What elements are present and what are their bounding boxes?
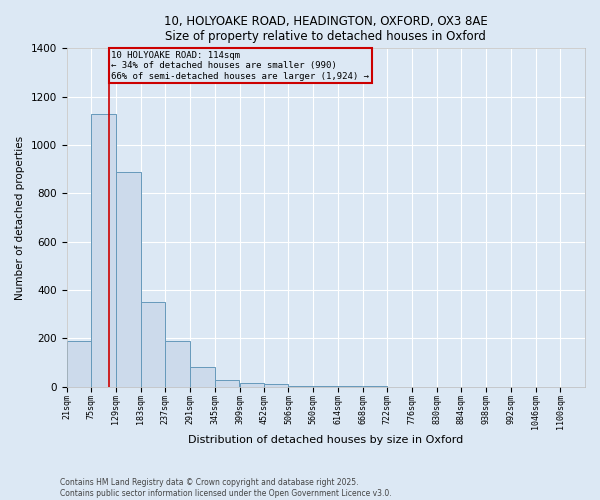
Text: Contains HM Land Registry data © Crown copyright and database right 2025.
Contai: Contains HM Land Registry data © Crown c… xyxy=(60,478,392,498)
Title: 10, HOLYOAKE ROAD, HEADINGTON, OXFORD, OX3 8AE
Size of property relative to deta: 10, HOLYOAKE ROAD, HEADINGTON, OXFORD, O… xyxy=(164,15,488,43)
Text: 10 HOLYOAKE ROAD: 114sqm
← 34% of detached houses are smaller (990)
66% of semi-: 10 HOLYOAKE ROAD: 114sqm ← 34% of detach… xyxy=(112,51,370,80)
Bar xyxy=(190,368,215,387)
Bar xyxy=(313,386,338,387)
Bar xyxy=(289,386,313,387)
X-axis label: Distribution of detached houses by size in Oxford: Distribution of detached houses by size … xyxy=(188,435,463,445)
Bar xyxy=(91,114,116,387)
Bar xyxy=(239,383,263,387)
Bar xyxy=(116,172,140,387)
Bar xyxy=(264,384,289,387)
Bar xyxy=(215,380,239,387)
Bar xyxy=(141,302,165,387)
Bar xyxy=(166,341,190,387)
Y-axis label: Number of detached properties: Number of detached properties xyxy=(15,136,25,300)
Bar xyxy=(67,341,91,387)
